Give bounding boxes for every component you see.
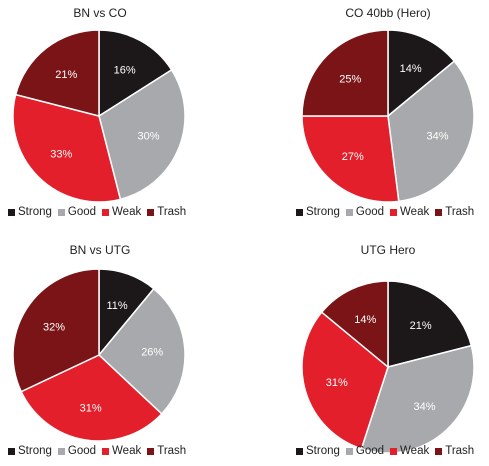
legend-label: Trash (445, 445, 475, 457)
legend-swatch (147, 447, 155, 455)
legend-swatch (102, 208, 110, 216)
legend-item-strong: Strong (8, 445, 52, 457)
data-label-weak: 33% (50, 149, 72, 161)
pie-chart: 11% 26% 31% 32% (12, 268, 186, 442)
legend-swatch (435, 208, 443, 216)
legend-item-good: Good (345, 206, 385, 218)
legend-swatch (435, 447, 443, 455)
legend-label: Good (355, 206, 385, 218)
legend-item-trash: Trash (147, 445, 186, 457)
legend-label: Good (67, 445, 97, 457)
data-label-strong: 14% (400, 63, 422, 75)
legend-label: Good (355, 445, 385, 457)
legend-swatch (296, 208, 303, 216)
data-label-trash: 14% (354, 314, 376, 326)
data-label-trash: 32% (43, 321, 65, 333)
legend-label: Good (67, 206, 97, 218)
chart-panel-bn-vs-utg: BN vs UTG 11% 26% 31% 32% Strong Good Weak … (0, 233, 244, 466)
legend-swatch (102, 447, 110, 455)
legend-item-good: Good (345, 445, 385, 457)
legend-item-weak: Weak (390, 445, 429, 457)
chart-panel-co-40bb-hero: CO 40bb (Hero) 14% 34% 27% 25% Strong Good … (288, 0, 489, 233)
legend-swatch (345, 447, 353, 455)
legend-swatch (8, 447, 15, 455)
legend-item-weak: Weak (390, 206, 429, 218)
legend-swatch (147, 208, 155, 216)
pie-slice-weak (301, 311, 389, 450)
legend-swatch (296, 447, 303, 455)
legend: Strong Good Weak Trash (8, 206, 192, 218)
legend-swatch (390, 208, 398, 216)
pie-chart: 14% 34% 27% 25% (301, 29, 475, 203)
legend-label: Weak (112, 445, 142, 457)
legend-swatch (57, 447, 65, 455)
chart-title: BN vs CO (73, 6, 127, 20)
pie-slice-weak (301, 115, 400, 203)
legend-item-strong: Strong (296, 445, 340, 457)
pie-chart: 16% 30% 33% 21% (12, 29, 186, 203)
pie-slice-strong (387, 280, 473, 368)
data-label-strong: 11% (106, 300, 127, 312)
legend-label: Trash (445, 206, 475, 218)
legend-label: Strong (18, 206, 52, 218)
data-label-good: 34% (413, 401, 435, 413)
legend-item-weak: Weak (102, 206, 141, 218)
legend: Strong Good Weak Trash (296, 445, 480, 457)
chart-panel-bn-vs-co: BN vs CO 16% 30% 33% 21% Strong Good Weak T… (0, 0, 244, 233)
data-label-strong: 21% (410, 320, 432, 332)
legend-swatch (345, 208, 353, 216)
legend-item-good: Good (57, 206, 97, 218)
legend-swatch (57, 208, 65, 216)
legend-item-strong: Strong (8, 206, 52, 218)
pie-slice-trash (301, 29, 389, 117)
data-label-weak: 31% (326, 377, 348, 389)
pie-slice-strong (98, 29, 173, 118)
pie-chart: 21% 34% 31% 14% (301, 280, 475, 454)
pie-slice-good (360, 344, 475, 454)
chart-title: CO 40bb (Hero) (345, 6, 431, 20)
data-label-good: 30% (138, 131, 160, 143)
legend: Strong Good Weak Trash (296, 206, 480, 218)
legend-item-strong: Strong (296, 206, 340, 218)
data-label-weak: 27% (342, 151, 364, 163)
pie-slice-weak (20, 354, 163, 442)
pie-slice-good (97, 287, 186, 415)
legend: Strong Good Weak Trash (8, 445, 192, 457)
chart-panel-utg-hero: UTG Hero 21% 34% 31% 14% Strong Good Weak T… (288, 233, 489, 466)
pie-slice-trash (12, 268, 100, 393)
legend-item-trash: Trash (147, 206, 186, 218)
legend-swatch (390, 447, 398, 455)
data-label-trash: 21% (55, 69, 77, 81)
pie-slice-good (387, 60, 475, 203)
legend-item-weak: Weak (102, 445, 141, 457)
legend-label: Strong (306, 445, 340, 457)
legend-label: Trash (157, 445, 187, 457)
legend-label: Weak (400, 206, 430, 218)
legend-label: Strong (306, 206, 340, 218)
data-label-weak: 31% (80, 403, 102, 415)
legend-item-trash: Trash (435, 445, 474, 457)
legend-item-trash: Trash (435, 206, 474, 218)
legend-label: Trash (157, 206, 187, 218)
data-label-trash: 25% (339, 73, 361, 85)
legend-label: Strong (18, 445, 52, 457)
pie-slice-weak (12, 93, 122, 203)
chart-title: UTG Hero (360, 243, 416, 257)
chart-title: BN vs UTG (69, 243, 131, 257)
data-label-good: 34% (427, 131, 449, 143)
pie-slice-trash (320, 280, 389, 369)
legend-swatch (8, 208, 15, 216)
legend-label: Weak (112, 206, 142, 218)
pie-slice-strong (387, 29, 456, 118)
data-label-strong: 16% (114, 64, 136, 76)
data-label-good: 26% (141, 347, 163, 359)
pie-slice-good (98, 68, 186, 201)
legend-item-good: Good (57, 445, 97, 457)
pie-slice-trash (14, 29, 100, 117)
legend-label: Weak (400, 445, 430, 457)
